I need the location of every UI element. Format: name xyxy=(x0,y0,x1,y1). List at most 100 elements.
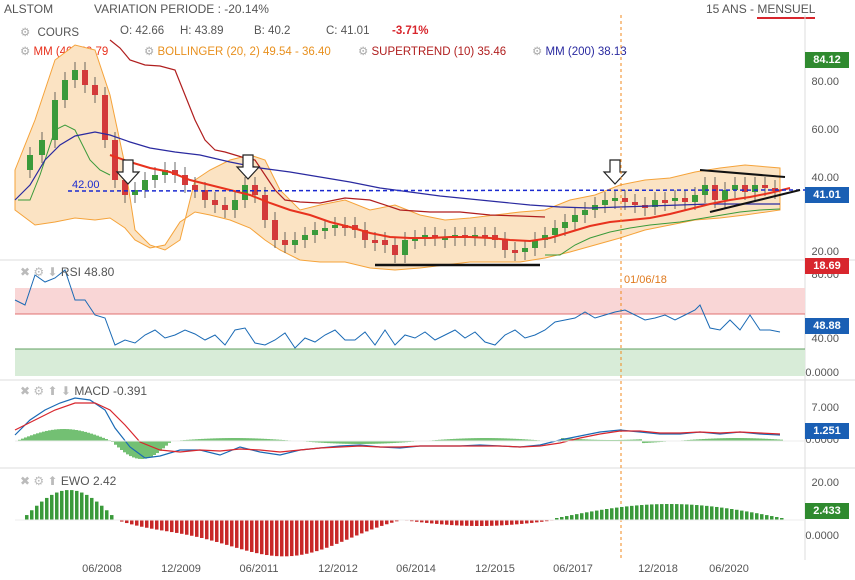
ewo-bar xyxy=(40,501,44,520)
arrow-down-icon[interactable]: ⬇ xyxy=(60,384,71,398)
x-tick: 12/2009 xyxy=(161,563,201,575)
macd-bar xyxy=(612,439,615,441)
ewo-bar xyxy=(765,515,769,520)
macd-bar xyxy=(771,439,774,441)
candle-body xyxy=(202,190,208,200)
macd-bar xyxy=(642,441,645,444)
gear-icon[interactable]: ⚙ xyxy=(144,46,155,58)
macd-controls[interactable]: ✖ ⚙ ⬆ ⬇ MACD -0.391 xyxy=(20,384,147,398)
gear-icon[interactable]: ⚙ xyxy=(33,474,45,488)
candle-body xyxy=(512,250,518,253)
settings-gear-icon[interactable]: ⚙ xyxy=(20,27,31,39)
ewo-bar xyxy=(415,520,419,522)
rsi-tick: 0.0000 xyxy=(805,367,839,379)
close-icon[interactable]: ✖ xyxy=(20,474,31,488)
macd-bar xyxy=(729,438,732,441)
macd-bar xyxy=(627,439,630,441)
interval-label[interactable]: MENSUEL xyxy=(757,2,816,19)
ewo-bar xyxy=(720,507,724,520)
candle-body xyxy=(27,155,33,170)
macd-bar xyxy=(30,435,33,441)
macd-bar xyxy=(459,438,462,441)
ewo-bar xyxy=(430,520,434,524)
macd-bar xyxy=(27,436,30,441)
macd-bar xyxy=(57,429,60,441)
ewo-bar xyxy=(30,510,34,520)
ewo-bar xyxy=(750,512,754,520)
macd-bar xyxy=(261,438,264,441)
ewo-bar xyxy=(385,520,389,525)
candle-body xyxy=(402,240,408,255)
macd-value: -0.391 xyxy=(113,384,148,398)
arrow-down-icon[interactable]: ⬇ xyxy=(47,265,58,279)
x-tick: 06/2020 xyxy=(709,563,749,575)
macd-bar xyxy=(207,438,210,441)
legend-supertrend[interactable]: ⚙ SUPERTREND (10) 35.46 xyxy=(358,44,506,58)
arrow-up-icon[interactable]: ⬆ xyxy=(47,384,58,398)
legend-bollinger[interactable]: ⚙ BOLLINGER (20, 2) 49.54 - 36.40 xyxy=(144,44,331,58)
macd-bar xyxy=(51,429,54,441)
macd-bar xyxy=(648,441,651,443)
rsi-label: RSI xyxy=(60,265,81,279)
close-icon[interactable]: ✖ xyxy=(20,265,31,279)
ewo-bar xyxy=(190,520,194,536)
ewo-controls[interactable]: ✖ ⚙ ⬆ EWO 2.42 xyxy=(20,474,116,488)
macd-bar xyxy=(273,439,276,441)
macd-bar xyxy=(708,438,711,441)
macd-bar xyxy=(741,438,744,441)
legend-mm200[interactable]: ⚙ MM (200) 38.13 xyxy=(532,44,627,58)
macd-bar xyxy=(24,437,27,441)
macd-histogram xyxy=(18,429,783,459)
ewo-bar xyxy=(340,520,344,542)
range-label[interactable]: 15 ANS xyxy=(706,2,747,16)
candle-body xyxy=(732,185,738,190)
close-icon[interactable]: ✖ xyxy=(20,384,31,398)
macd-bar xyxy=(21,438,24,441)
ewo-bar xyxy=(215,520,219,542)
ewo-bar xyxy=(250,520,254,552)
candle-body xyxy=(252,185,258,195)
ewo-bar xyxy=(455,520,459,526)
gear-icon[interactable]: ⚙ xyxy=(532,46,543,58)
candle-body xyxy=(72,70,78,80)
ewo-bar xyxy=(590,511,594,520)
rsi-controls[interactable]: ✖ ⚙ ⬇ RSI 48.80 xyxy=(20,265,114,279)
candle-body xyxy=(372,240,378,243)
ewo-bar xyxy=(625,506,629,520)
ewo-bar xyxy=(245,520,249,551)
macd-bar xyxy=(78,430,81,441)
ewo-bar xyxy=(65,490,69,520)
ewo-bar xyxy=(55,492,59,520)
ewo-bar xyxy=(320,520,324,550)
macd-bar xyxy=(141,441,144,459)
candle-body xyxy=(162,170,168,175)
macd-bar xyxy=(483,438,486,441)
macd-bar xyxy=(762,438,765,441)
price-high-tag: 84.12 xyxy=(805,52,849,68)
macd-bar xyxy=(39,432,42,441)
ewo-tick: 20.00 xyxy=(811,477,839,489)
range-selector[interactable]: 15 ANS - MENSUEL xyxy=(706,2,816,19)
gear-icon[interactable]: ⚙ xyxy=(358,46,369,58)
ewo-bar xyxy=(760,514,764,520)
macd-bar xyxy=(33,434,36,441)
macd-bar xyxy=(582,439,585,441)
macd-bar xyxy=(195,439,198,441)
x-tick: 06/2011 xyxy=(239,563,279,575)
ewo-bar xyxy=(775,517,779,520)
gear-icon[interactable]: ⚙ xyxy=(33,265,45,279)
macd-bar xyxy=(357,441,360,444)
ewo-bar xyxy=(465,520,469,526)
ewo-bar xyxy=(520,520,524,524)
ewo-bar xyxy=(665,504,669,520)
gear-icon[interactable]: ⚙ xyxy=(20,46,31,58)
gear-icon[interactable]: ⚙ xyxy=(33,384,45,398)
macd-bar xyxy=(252,438,255,441)
macd-bar xyxy=(597,439,600,441)
ewo-bar xyxy=(595,510,599,520)
macd-bar xyxy=(699,439,702,441)
arrow-up-icon[interactable]: ⬆ xyxy=(47,474,58,488)
macd-bar xyxy=(636,439,639,441)
macd-bar xyxy=(375,441,378,444)
